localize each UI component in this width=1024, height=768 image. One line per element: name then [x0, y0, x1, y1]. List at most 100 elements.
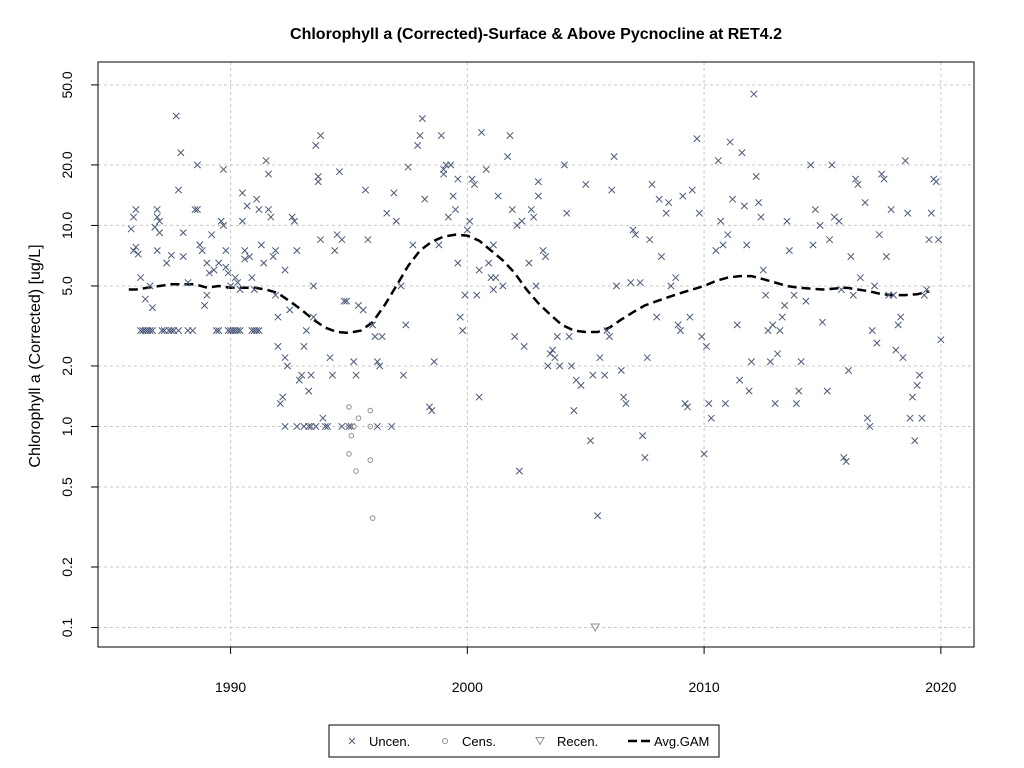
- data-point-uncensored: [189, 326, 197, 335]
- data-point-uncensored: [828, 161, 836, 169]
- data-point-uncensored: [553, 333, 561, 341]
- data-point-uncensored: [281, 266, 289, 274]
- data-point-uncensored: [920, 291, 928, 299]
- data-point-uncensored: [210, 266, 218, 274]
- legend-label: Avg.GAM: [654, 734, 709, 749]
- data-point-uncensored: [281, 354, 289, 362]
- data-point-uncensored: [359, 306, 367, 314]
- data-point-uncensored: [267, 213, 275, 221]
- data-point-uncensored: [757, 213, 765, 221]
- data-point-uncensored: [321, 422, 329, 431]
- data-point-uncensored: [397, 282, 405, 290]
- data-point-uncensored: [937, 336, 945, 344]
- data-point-uncensored: [208, 231, 216, 239]
- data-point-uncensored: [856, 274, 864, 282]
- legend: Uncen. Cens. Recen. Avg.GAM: [328, 724, 720, 758]
- data-point-uncensored: [378, 333, 386, 341]
- data-point-uncensored: [773, 350, 782, 358]
- data-point-uncensored: [816, 221, 824, 229]
- data-point-uncensored: [470, 180, 478, 188]
- x-tick-label: 1990: [215, 679, 246, 695]
- legend-label: Uncen.: [369, 734, 410, 749]
- chart-title: Chlorophyll a (Corrected)-Surface & Abov…: [290, 26, 782, 43]
- data-point-uncensored: [653, 313, 661, 321]
- data-point-uncensored: [875, 231, 883, 239]
- data-point-uncensored: [915, 371, 924, 379]
- data-point-uncensored: [163, 259, 171, 267]
- data-point-uncensored: [818, 318, 827, 326]
- data-point-uncensored: [646, 236, 654, 244]
- data-point-uncensored: [714, 157, 722, 165]
- data-point-uncensored: [781, 301, 789, 309]
- data-point-uncensored: [811, 205, 819, 214]
- data-point-uncensored: [494, 192, 502, 200]
- data-point-uncensored: [565, 333, 573, 341]
- data-point-uncensored: [409, 241, 417, 249]
- data-point-uncensored: [293, 246, 301, 255]
- data-point-uncensored: [305, 387, 313, 395]
- data-point-uncensored: [153, 246, 161, 255]
- data-point-uncensored: [515, 467, 523, 475]
- data-point-uncensored: [326, 354, 334, 362]
- data-point-uncensored: [224, 269, 232, 277]
- data-point-uncensored: [274, 313, 282, 321]
- data-point-uncensored: [745, 387, 753, 395]
- data-point-uncensored: [361, 186, 370, 194]
- data-point-uncensored: [388, 422, 396, 431]
- data-point-recensored: [590, 623, 601, 633]
- data-point-uncensored: [894, 321, 902, 329]
- data-point-uncensored: [612, 282, 621, 290]
- data-point-uncensored: [253, 326, 261, 335]
- data-point-uncensored: [674, 321, 682, 329]
- data-point-uncensored: [179, 229, 187, 237]
- data-point-uncensored: [262, 157, 270, 165]
- data-point-uncensored: [643, 354, 651, 362]
- y-tick-label: 1.0: [59, 417, 75, 437]
- data-point-uncensored: [227, 282, 235, 290]
- data-point-uncensored: [492, 274, 500, 282]
- data-point-uncensored: [383, 209, 391, 217]
- gam-curve-layer: [128, 233, 930, 335]
- y-tick-label: 5.0: [59, 276, 75, 296]
- data-point-uncensored: [416, 131, 424, 140]
- data-point-uncensored: [908, 393, 916, 401]
- data-point-censored: [350, 423, 357, 430]
- data-point-uncensored: [873, 339, 881, 347]
- data-point-uncensored: [605, 333, 613, 341]
- y-axis: 0.1 0.2 0.5 1.0 2.0 5.0 10.0 20.0 50.0: [59, 71, 98, 637]
- data-point-uncensored: [693, 135, 701, 143]
- data-point-uncensored: [174, 186, 183, 194]
- data-point-uncensored: [631, 231, 639, 239]
- data-point-uncensored: [854, 180, 862, 188]
- data-point-uncensored: [617, 366, 625, 374]
- data-point-uncensored: [335, 168, 344, 176]
- data-point-uncensored: [328, 371, 336, 379]
- data-point-uncensored: [314, 173, 322, 181]
- data-point-uncensored: [620, 393, 628, 401]
- data-point-uncensored: [331, 246, 339, 255]
- data-point-uncensored: [174, 326, 183, 335]
- data-point-uncensored: [586, 437, 595, 445]
- data-point-uncensored: [399, 371, 407, 379]
- data-point-uncensored: [475, 266, 483, 274]
- data-point-uncensored: [146, 282, 154, 290]
- y-axis-label: Chlorophyll a (Corrected) [ug/L]: [27, 244, 44, 467]
- data-point-uncensored: [459, 326, 467, 335]
- data-point-uncensored: [736, 376, 744, 384]
- data-point-uncensored: [466, 217, 474, 225]
- data-point-uncensored: [172, 112, 180, 120]
- data-point-uncensored: [823, 387, 831, 395]
- data-point-uncensored: [234, 278, 242, 287]
- data-point-uncensored: [797, 358, 805, 366]
- data-point-uncensored: [724, 231, 732, 239]
- data-point-uncensored: [309, 282, 318, 290]
- data-point-uncensored: [212, 326, 220, 335]
- data-point-uncensored: [925, 236, 933, 244]
- data-point-uncensored: [589, 371, 597, 379]
- data-point-uncensored: [752, 173, 760, 181]
- y-tick-label: 10.0: [59, 212, 75, 239]
- data-point-uncensored: [705, 400, 713, 408]
- data-point-uncensored: [373, 422, 381, 431]
- data-point-uncensored: [307, 371, 315, 379]
- data-point-uncensored: [392, 217, 400, 225]
